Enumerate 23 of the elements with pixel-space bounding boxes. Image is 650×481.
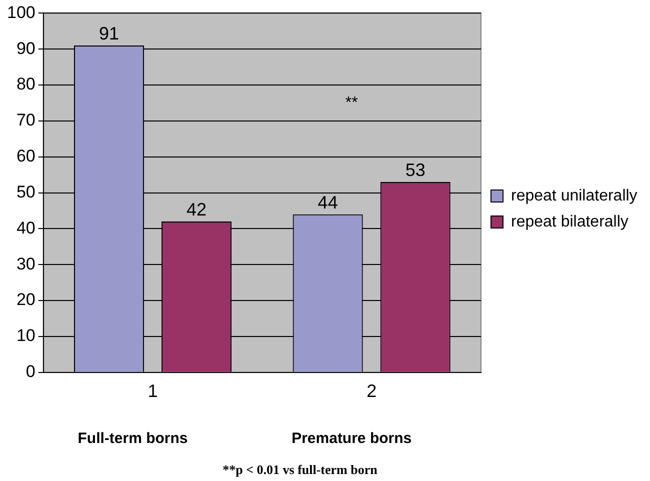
y-tick-label: 30 <box>16 254 36 274</box>
legend-label: repeat bilaterally <box>511 213 628 230</box>
y-tick-label: 50 <box>16 182 36 202</box>
y-tick-label: 90 <box>16 38 36 58</box>
y-tick-label: 70 <box>16 110 36 130</box>
text: Full-term borns <box>78 430 188 447</box>
annotation: ** <box>345 94 358 112</box>
y-tick-label: 100 <box>6 2 36 22</box>
y-tick-label: 0 <box>26 362 36 382</box>
x-tick-label: 2 <box>366 381 377 402</box>
y-tick-label: 20 <box>16 290 36 310</box>
data-label: 44 <box>318 192 338 212</box>
y-tick-label: 10 <box>16 326 36 346</box>
data-label: 42 <box>186 200 207 220</box>
data-label: 53 <box>405 160 426 180</box>
legend-label: repeat unilaterally <box>511 187 638 204</box>
text: **p < 0.01 vs full-term born <box>222 462 378 477</box>
data-label: 91 <box>98 23 120 44</box>
y-tick-label: 80 <box>16 74 36 94</box>
y-tick-label: 40 <box>16 218 36 238</box>
y-tick-label: 60 <box>16 146 36 166</box>
x-tick-label: 1 <box>148 381 158 402</box>
text: Premature borns <box>292 430 412 447</box>
